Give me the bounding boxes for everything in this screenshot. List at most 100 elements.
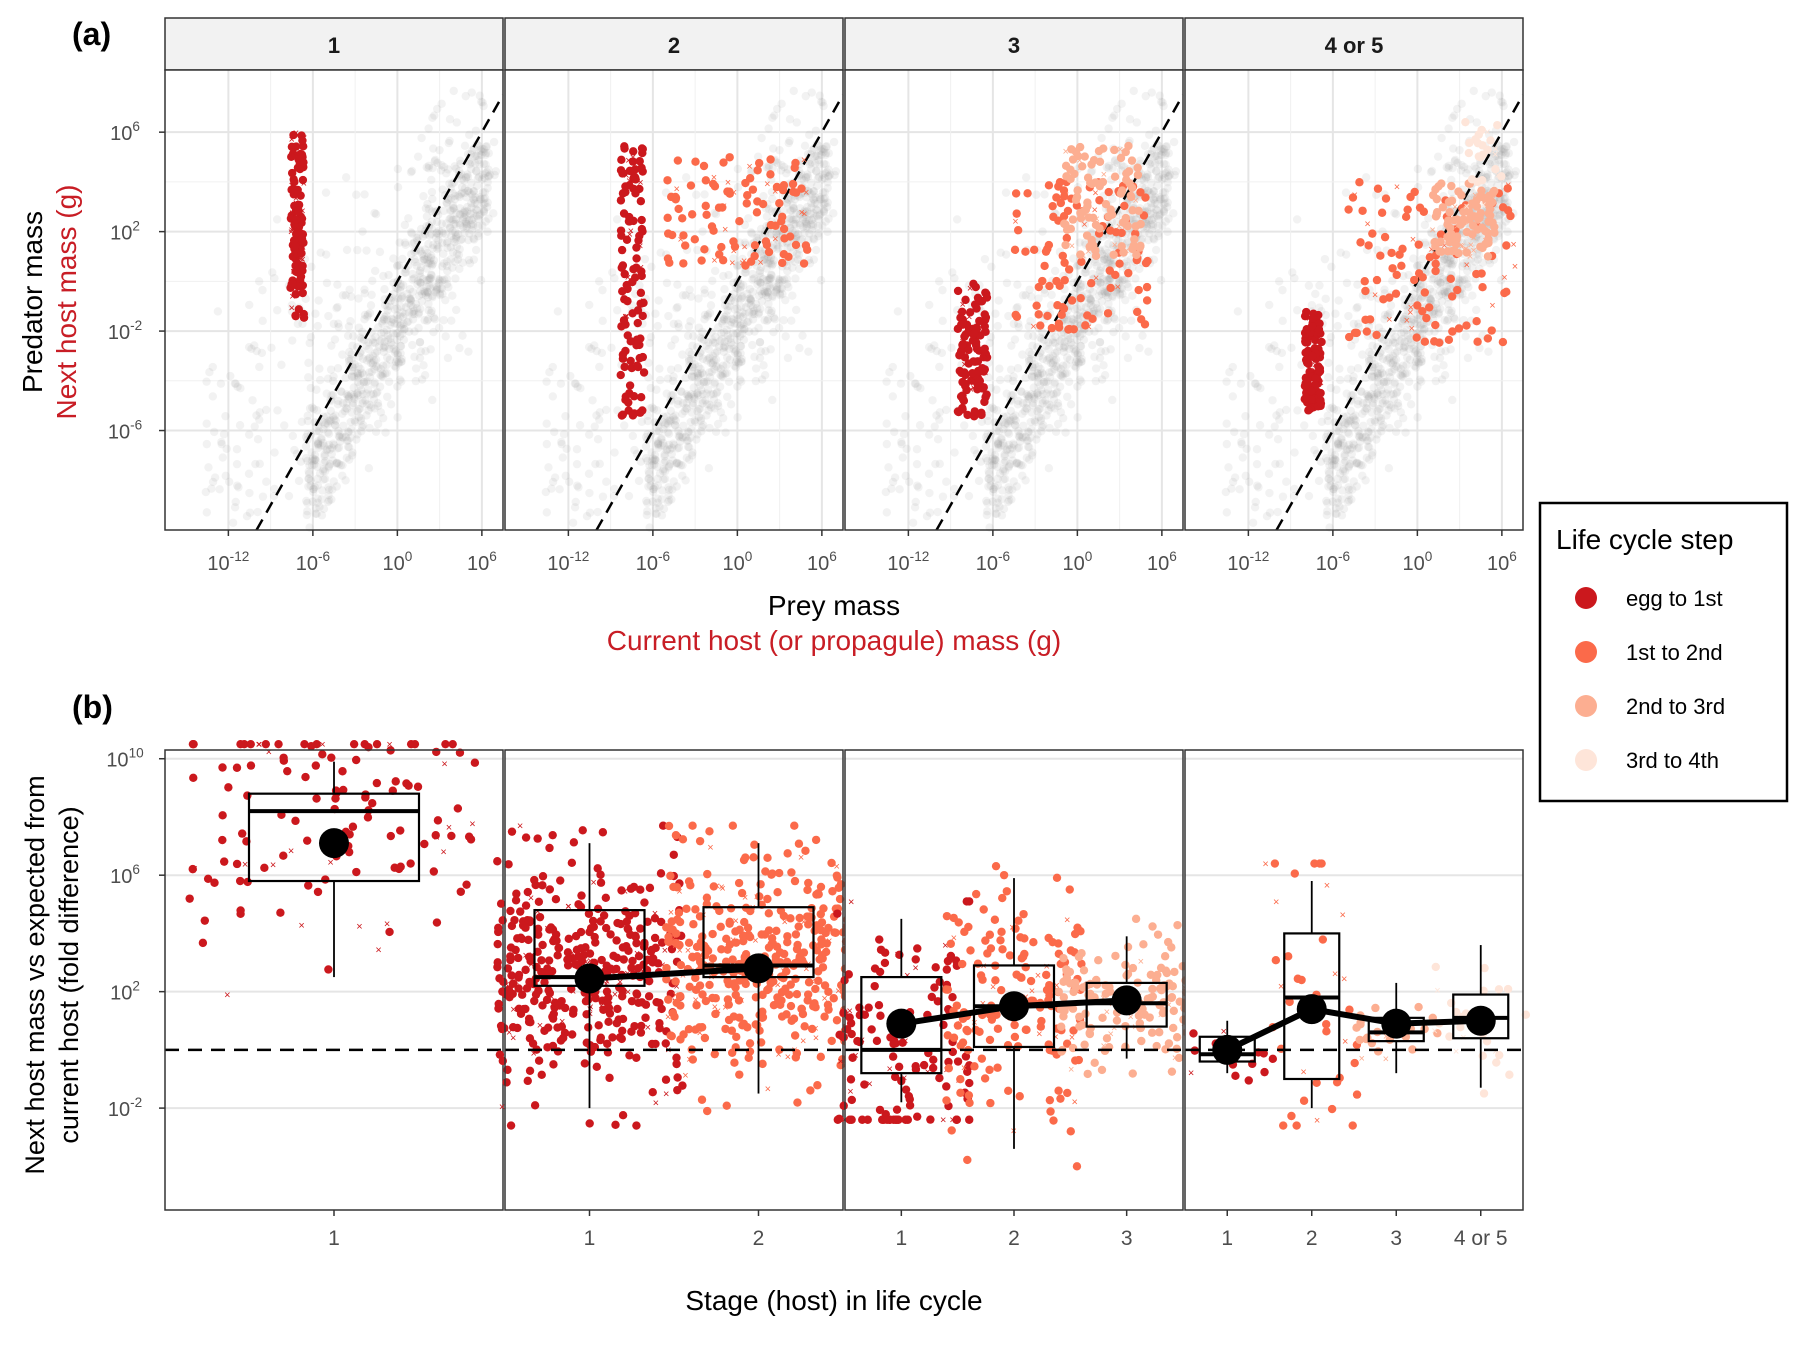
background-prey-predator-point xyxy=(933,435,943,444)
background-prey-predator-point xyxy=(1367,372,1377,381)
background-prey-predator-point xyxy=(584,342,594,352)
host-mass-point xyxy=(1120,201,1129,211)
background-prey-predator-point xyxy=(1255,421,1265,430)
background-prey-predator-point xyxy=(438,185,447,194)
background-prey-predator-point xyxy=(383,315,392,324)
background-prey-predator-point xyxy=(1414,261,1424,270)
background-prey-predator-point xyxy=(457,235,467,244)
background-prey-predator-point xyxy=(678,350,687,359)
background-prey-predator-point xyxy=(258,492,268,501)
background-prey-predator-point xyxy=(724,377,734,386)
background-prey-predator-point xyxy=(1135,343,1144,353)
background-prey-predator-point xyxy=(673,280,682,289)
background-prey-predator-point xyxy=(419,274,428,284)
background-prey-predator-point xyxy=(412,233,421,243)
background-prey-predator-point xyxy=(270,273,279,283)
background-prey-predator-point xyxy=(326,415,335,424)
background-prey-predator-point xyxy=(1374,404,1383,414)
background-prey-predator-point xyxy=(232,445,242,454)
background-prey-predator-point xyxy=(423,293,433,302)
background-prey-predator-point xyxy=(384,335,393,344)
background-prey-predator-point xyxy=(416,272,425,281)
background-prey-predator-point xyxy=(315,375,325,385)
host-mass-point xyxy=(1023,189,1032,198)
background-prey-predator-point xyxy=(382,311,391,320)
host-mass-point xyxy=(1134,285,1143,295)
background-prey-predator-point xyxy=(353,388,362,398)
background-prey-predator-point xyxy=(393,328,402,338)
background-prey-predator-point xyxy=(678,398,688,408)
background-prey-predator-point xyxy=(934,277,944,286)
host-mass-point xyxy=(1010,245,1020,255)
background-prey-predator-point xyxy=(686,355,696,364)
host-mass-point xyxy=(620,144,629,153)
background-prey-predator-point xyxy=(414,232,423,241)
host-mass-point xyxy=(1068,215,1078,224)
background-prey-predator-point xyxy=(460,228,469,237)
background-prey-predator-point xyxy=(1009,319,1019,329)
host-mass-point xyxy=(628,157,638,166)
background-prey-predator-point xyxy=(644,467,654,476)
host-mass-point-cross: × xyxy=(619,410,625,422)
background-prey-predator-point xyxy=(1391,210,1401,219)
background-prey-predator-point xyxy=(322,278,332,288)
background-prey-predator-point xyxy=(484,149,493,158)
background-prey-predator-point xyxy=(653,321,663,331)
host-mass-point xyxy=(766,170,775,179)
background-prey-predator-point xyxy=(475,193,485,202)
background-prey-predator-point xyxy=(346,417,355,427)
host-mass-point xyxy=(291,311,300,321)
host-mass-point xyxy=(1142,296,1152,305)
background-prey-predator-point xyxy=(685,455,694,464)
host-mass-point-cross: × xyxy=(741,242,747,254)
background-prey-predator-point xyxy=(377,371,386,381)
background-prey-predator-point xyxy=(1349,319,1359,329)
background-prey-predator-point xyxy=(370,380,379,389)
background-prey-predator-point xyxy=(1324,467,1334,476)
background-prey-predator-point xyxy=(597,348,607,358)
background-prey-predator-point xyxy=(434,230,443,239)
background-prey-predator-point xyxy=(334,396,343,406)
background-prey-predator-point xyxy=(584,430,594,439)
background-prey-predator-point xyxy=(288,431,298,441)
background-prey-predator-point xyxy=(427,175,436,185)
background-prey-predator-point xyxy=(400,268,409,277)
background-prey-predator-point xyxy=(303,507,312,516)
background-prey-predator-point xyxy=(428,240,438,250)
background-prey-predator-point xyxy=(924,430,934,439)
background-prey-predator-point xyxy=(455,221,465,230)
host-mass-point-cross: × xyxy=(1069,241,1075,253)
background-prey-predator-point xyxy=(452,232,461,242)
host-mass-point xyxy=(618,287,627,296)
background-prey-predator-point xyxy=(254,277,264,286)
background-prey-predator-point xyxy=(331,421,340,430)
background-prey-predator-point xyxy=(324,483,333,492)
background-prey-predator-point xyxy=(314,443,323,453)
background-prey-predator-point xyxy=(253,435,263,444)
background-prey-predator-point xyxy=(406,300,416,310)
background-prey-predator-point xyxy=(332,458,342,467)
host-mass-point xyxy=(1095,179,1105,188)
background-prey-predator-point xyxy=(268,268,277,277)
background-prey-predator-point xyxy=(1439,361,1448,370)
background-prey-predator-point xyxy=(391,363,401,372)
host-mass-point xyxy=(788,179,798,189)
background-prey-predator-point xyxy=(333,280,342,289)
host-mass-point xyxy=(298,136,307,145)
background-prey-predator-point xyxy=(347,372,357,381)
background-prey-predator-point xyxy=(434,243,443,252)
background-prey-predator-point xyxy=(350,360,359,369)
background-prey-predator-point xyxy=(306,332,316,342)
background-prey-predator-point xyxy=(465,159,475,169)
background-prey-predator-point xyxy=(1322,496,1331,506)
background-prey-predator-point xyxy=(1385,423,1394,433)
background-prey-predator-point xyxy=(288,336,297,345)
background-prey-predator-point xyxy=(405,294,414,304)
background-prey-predator-point xyxy=(428,395,437,405)
background-prey-predator-point xyxy=(1277,348,1287,358)
background-prey-predator-point xyxy=(472,181,482,191)
background-prey-predator-point xyxy=(422,255,431,264)
host-mass-point xyxy=(287,185,296,194)
background-prey-predator-point xyxy=(454,229,463,239)
background-prey-predator-point xyxy=(328,439,338,448)
